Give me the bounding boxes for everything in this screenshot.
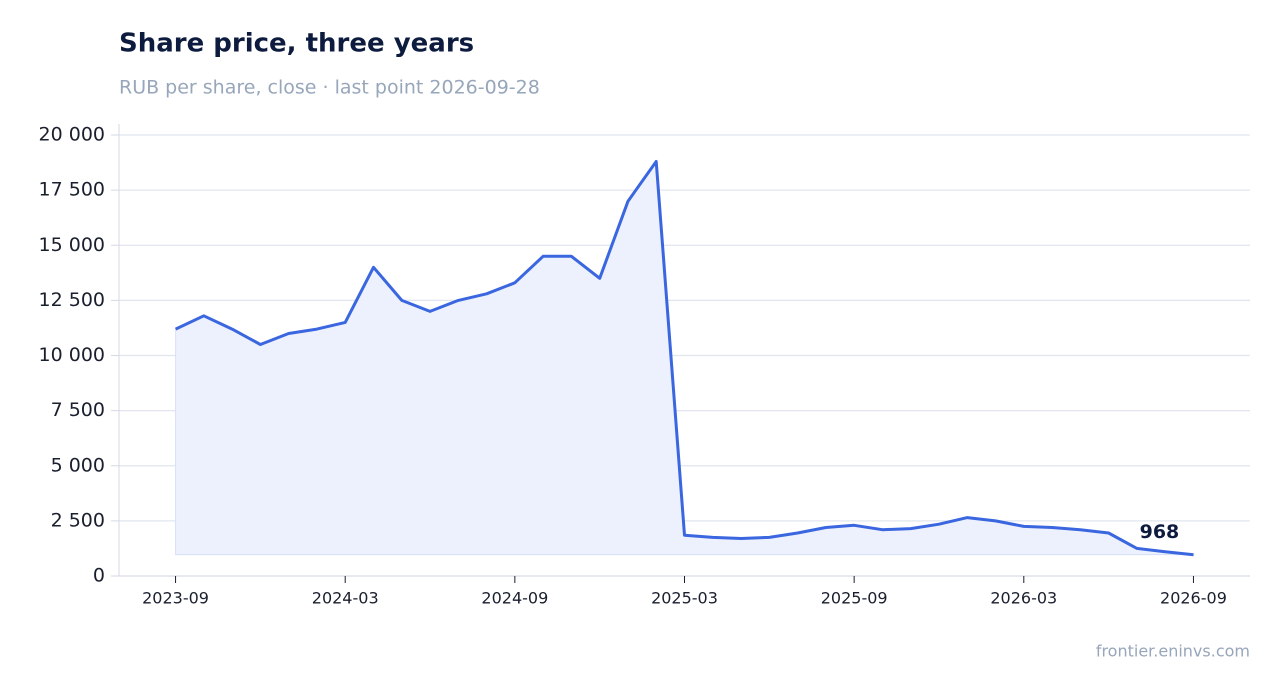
line <box>174 160 1194 557</box>
chart-title: Share price, three years <box>119 29 474 59</box>
x-tick-label: 2025-03 <box>651 589 718 608</box>
y-tick-label: 0 <box>93 565 105 587</box>
x-tick-label: 2024-09 <box>481 589 548 608</box>
source: frontier.eninvs.com <box>1096 642 1250 661</box>
y-tick-label: 12 500 <box>39 289 105 311</box>
area <box>175 160 1196 556</box>
y-tick-label: 2 500 <box>51 509 105 531</box>
x-tick-label: 2026-03 <box>990 589 1057 608</box>
y-tick-label: 10 000 <box>39 344 105 366</box>
y-tick-label: 20 000 <box>39 124 105 146</box>
value-label: 968 <box>1140 521 1180 543</box>
x-tick-label: 2023-09 <box>142 589 209 608</box>
y-tick-label: 17 500 <box>39 179 105 201</box>
chart-subtitle: RUB per share, close · last point 2026-0… <box>119 77 540 99</box>
y-tick-label: 7 500 <box>51 399 105 421</box>
x-tick-label: 2026-09 <box>1160 589 1227 608</box>
x-tick-label: 2025-09 <box>821 589 888 608</box>
y-tick-label: 5 000 <box>51 454 105 476</box>
y-tick-label: 15 000 <box>39 234 105 256</box>
x-tick-label: 2024-03 <box>312 589 379 608</box>
